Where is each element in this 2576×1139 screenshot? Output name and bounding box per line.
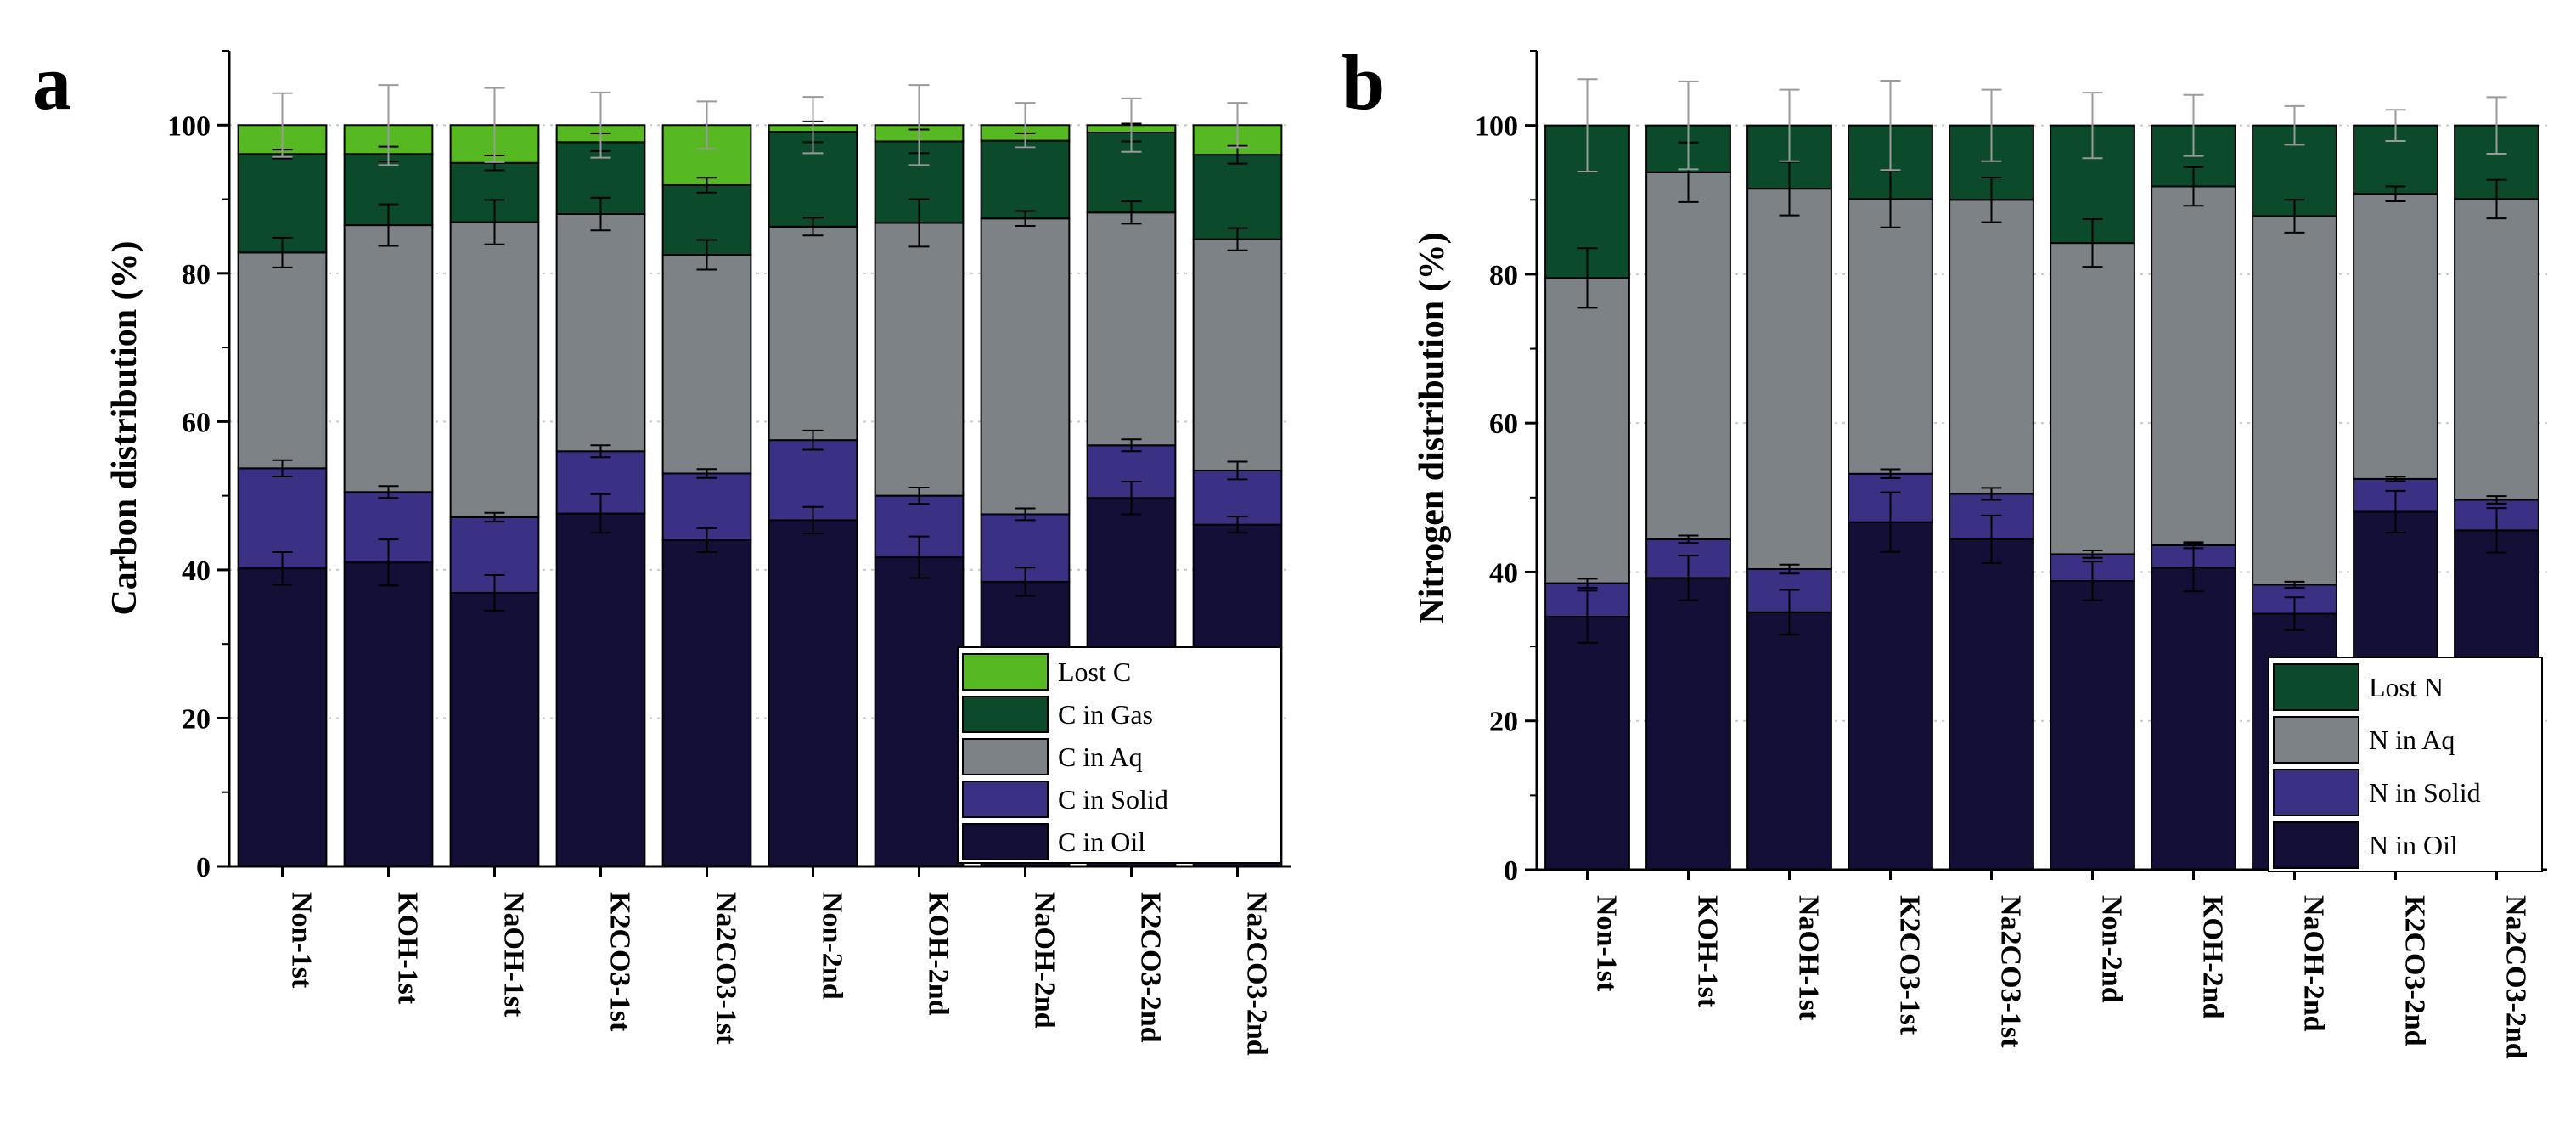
panel-a-bar-segment bbox=[768, 225, 858, 442]
panel-a-legend-label: Lost C bbox=[1058, 657, 1131, 687]
panel-a-bar-segment bbox=[449, 591, 540, 867]
panel-b-legend-label: N in Oil bbox=[2369, 830, 2458, 860]
panel-a-y-axis-title: Carbon distribution (%) bbox=[105, 240, 144, 615]
panel-a-legend-label: C in Solid bbox=[1058, 784, 1168, 815]
panel-b-x-tick-label: NaOH-2nd bbox=[2298, 895, 2330, 1032]
panel-a-bar-segment bbox=[449, 221, 540, 518]
panel-b-bar-segment bbox=[1544, 277, 1630, 584]
panel-b-legend-swatch bbox=[2273, 769, 2359, 816]
panel-b-x-tick-label: NaOH-1st bbox=[1793, 895, 1825, 1021]
panel-b-legend-label: Lost N bbox=[2369, 672, 2444, 702]
panel-b-bar-segment bbox=[1949, 199, 2034, 495]
panel-b: b Nitrogen distribution (%) Non-1st KOH-1… bbox=[1341, 39, 2547, 1059]
panel-b-legend-swatch bbox=[2273, 821, 2359, 869]
panel-b-y-tick-label: 20 bbox=[1489, 707, 1518, 738]
panel-a-x-tick-label: Non-1st bbox=[286, 892, 318, 989]
panel-a-y-tick-label: 80 bbox=[182, 259, 211, 290]
panel-a-x-tick-label: NaOH-1st bbox=[498, 892, 530, 1018]
panel-a-bar-segment bbox=[661, 539, 752, 867]
panel-b-plot-area: Non-1st KOH-1st NaOH-1st K2CO3-1st Na2CO3-1s… bbox=[1475, 50, 2547, 1059]
panel-a-bar-segment bbox=[555, 512, 646, 868]
panel-a-bar-segment bbox=[555, 213, 646, 453]
panel-b-bar-segment bbox=[1645, 171, 1731, 540]
panel-a-x-tick-label: K2CO3-2nd bbox=[1135, 892, 1167, 1043]
panel-a-legend-swatch bbox=[962, 823, 1049, 860]
panel-b-bar-segment bbox=[1949, 538, 2034, 871]
panel-b-bar-segment bbox=[1848, 198, 1933, 475]
panel-a-bar-segment bbox=[768, 519, 858, 867]
panel-b-x-tick-label: Na2CO3-1st bbox=[1995, 895, 2027, 1048]
panel-a-x-tick-label: Non-2nd bbox=[817, 892, 848, 1000]
panel-b-bar-segment bbox=[1848, 521, 1933, 871]
panel-b-x-tick-label: K2CO3-1st bbox=[1894, 895, 1926, 1035]
panel-b-bar-segment bbox=[1746, 188, 1832, 570]
panel-a-legend: Lost C C in Gas C in Aq C in Solid C in Oil bbox=[957, 646, 1281, 864]
panel-b-bar-segment bbox=[1544, 616, 1630, 871]
panel-b-y-axis-title: Nitrogen distribution (%) bbox=[1413, 232, 1452, 623]
panel-b-bar-segment bbox=[2151, 567, 2236, 871]
panel-b-legend-label: N in Aq bbox=[2369, 725, 2455, 755]
panel-b-bar-segment bbox=[1746, 611, 1832, 871]
panel-a-x-tick-label: KOH-2nd bbox=[923, 892, 954, 1016]
panel-a-x-tick-label: Na2CO3-2nd bbox=[1241, 892, 1273, 1056]
panel-b-y-tick-label: 80 bbox=[1489, 260, 1518, 291]
panel-b-legend-swatch bbox=[2273, 663, 2359, 711]
panel-a-bar-segment bbox=[980, 139, 1071, 220]
panel-a-bar-segment bbox=[237, 567, 328, 867]
panel-a-bar-segment bbox=[237, 251, 328, 470]
panel-b-x-tick-label: Non-1st bbox=[1591, 895, 1623, 992]
panel-a-bar-segment bbox=[1192, 154, 1283, 240]
panel-b-bar-segment bbox=[2151, 185, 2236, 546]
panel-a-x-tick-label: KOH-1st bbox=[392, 892, 424, 1005]
panel-a-x-tick-label: NaOH-2nd bbox=[1029, 892, 1060, 1029]
panel-b-x-tick-label: Na2CO3-2nd bbox=[2500, 895, 2532, 1059]
panel-b-y-tick-label: 0 bbox=[1504, 855, 1518, 887]
panel-a-bar-segment bbox=[661, 254, 752, 475]
panel-a-plot-area: Non-1st KOH-1st NaOH-1st K2CO3-1st Na2CO3-1s… bbox=[167, 50, 1291, 1056]
panel-a-x-tick-label: K2CO3-1st bbox=[605, 892, 636, 1032]
panel-b-x-tick-label: KOH-2nd bbox=[2197, 895, 2229, 1019]
panel-a-legend-label: C in Gas bbox=[1058, 699, 1153, 730]
panel-b-bar-segment bbox=[2050, 579, 2135, 871]
panel-a-y-tick-label: 20 bbox=[182, 703, 211, 735]
panel-a-bar-segment bbox=[1192, 469, 1283, 526]
panel-a-bar-segment bbox=[874, 222, 965, 497]
panel-b-bar-segment bbox=[2252, 215, 2337, 586]
panel-b-x-tick-label: Non-2nd bbox=[2096, 895, 2128, 1003]
panel-b-label: b bbox=[1341, 39, 1385, 126]
panel-a-bar-segment bbox=[874, 556, 965, 868]
panel-b-legend-label: N in Solid bbox=[2369, 777, 2481, 808]
panel-a-legend-label: C in Aq bbox=[1058, 741, 1143, 772]
panel-a-label: a bbox=[32, 39, 71, 126]
panel-a-legend-swatch bbox=[962, 738, 1049, 775]
panel-b-y-tick-label: 100 bbox=[1475, 111, 1518, 143]
panel-b-legend: Lost N N in Aq N in Solid N in Oil bbox=[2268, 657, 2543, 872]
panel-a-y-tick-label: 40 bbox=[182, 555, 211, 587]
panel-a: a Carbon distribution (%) Non-1st KOH-1st… bbox=[32, 39, 1291, 1056]
panel-a-bar-segment bbox=[980, 217, 1071, 516]
panel-b-x-tick-label: KOH-1st bbox=[1692, 895, 1724, 1008]
panel-b-bar-segment bbox=[2050, 242, 2135, 555]
panel-a-x-tick-label: Na2CO3-1st bbox=[711, 892, 742, 1045]
panel-a-legend-label: C in Oil bbox=[1058, 826, 1145, 857]
panel-a-legend-swatch bbox=[962, 653, 1049, 691]
panel-a-legend-swatch bbox=[962, 781, 1049, 818]
panel-b-bar-segment bbox=[2353, 193, 2438, 480]
panel-b-bar-segment bbox=[2454, 198, 2539, 501]
panel-b-y-tick-label: 60 bbox=[1489, 409, 1518, 440]
panel-b-bar-segment bbox=[1645, 577, 1731, 871]
panel-a-legend-swatch bbox=[962, 696, 1049, 733]
panel-a-y-tick-label: 100 bbox=[167, 110, 211, 142]
panel-a-y-tick-label: 0 bbox=[196, 852, 211, 883]
panel-a-bar-segment bbox=[1192, 238, 1283, 471]
panel-b-legend-swatch bbox=[2273, 716, 2359, 764]
panel-b-y-tick-label: 40 bbox=[1489, 557, 1518, 589]
panel-a-bar-segment bbox=[1086, 211, 1177, 447]
panel-a-bar-segment bbox=[343, 224, 434, 493]
panel-b-x-tick-label: K2CO3-2nd bbox=[2399, 895, 2431, 1046]
panel-a-y-tick-label: 60 bbox=[182, 407, 211, 438]
panel-a-bar-segment bbox=[343, 561, 434, 867]
